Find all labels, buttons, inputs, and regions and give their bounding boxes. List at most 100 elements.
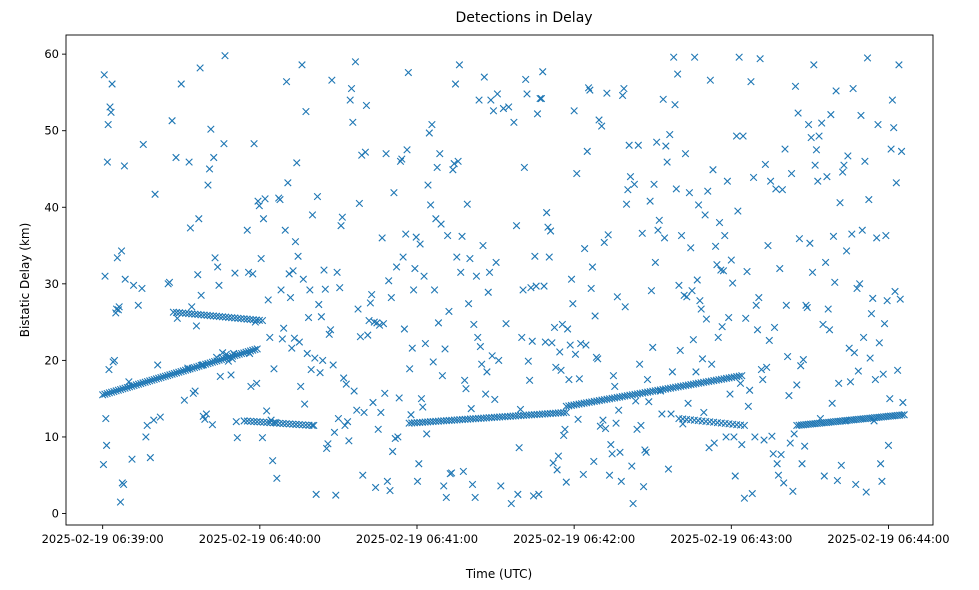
data-point xyxy=(311,354,319,362)
data-point xyxy=(732,132,741,140)
data-point xyxy=(745,386,754,394)
data-point xyxy=(645,398,653,406)
data-point xyxy=(288,344,296,352)
data-point xyxy=(228,355,237,363)
data-point xyxy=(835,379,843,388)
data-point xyxy=(279,419,287,428)
data-point xyxy=(570,107,578,115)
data-point xyxy=(430,286,439,294)
data-point xyxy=(625,141,633,149)
data-point xyxy=(869,294,877,303)
data-point xyxy=(295,420,303,429)
data-point xyxy=(281,226,289,234)
data-point xyxy=(385,277,393,285)
data-point xyxy=(146,453,155,462)
data-point xyxy=(361,148,370,156)
data-point xyxy=(832,87,840,95)
data-point xyxy=(535,490,543,499)
data-point xyxy=(642,448,650,456)
data-point xyxy=(157,373,165,382)
data-point xyxy=(330,428,339,437)
data-point xyxy=(487,96,495,104)
data-point xyxy=(641,446,649,454)
data-point xyxy=(817,119,826,127)
data-point xyxy=(442,493,451,502)
data-point xyxy=(786,439,794,447)
data-point xyxy=(769,450,777,458)
data-point xyxy=(180,396,189,404)
data-point xyxy=(825,326,834,334)
data-point xyxy=(407,411,415,419)
data-point xyxy=(566,341,574,349)
data-point xyxy=(117,247,126,255)
data-point xyxy=(837,461,846,469)
data-point xyxy=(316,368,324,377)
data-point xyxy=(193,363,201,371)
data-point xyxy=(481,390,490,398)
data-point xyxy=(891,287,899,296)
y-tick-label: 10 xyxy=(44,430,59,444)
data-point xyxy=(360,408,368,417)
data-point xyxy=(756,55,764,63)
data-point xyxy=(154,374,163,382)
data-point xyxy=(240,315,248,323)
data-point xyxy=(379,319,388,328)
data-point xyxy=(700,408,708,417)
data-point xyxy=(252,316,260,324)
data-point xyxy=(726,390,734,398)
data-point xyxy=(802,301,810,309)
x-tick-label: 2025-02-19 06:40:00 xyxy=(199,532,321,546)
data-point xyxy=(116,498,125,506)
data-point xyxy=(103,158,112,166)
data-point xyxy=(565,375,573,384)
data-point xyxy=(800,442,809,450)
data-point xyxy=(195,215,203,223)
data-point xyxy=(898,411,906,419)
data-point xyxy=(308,421,316,430)
data-point xyxy=(258,316,267,325)
data-point xyxy=(735,53,743,61)
data-point xyxy=(460,376,469,384)
data-point xyxy=(698,355,707,363)
data-point xyxy=(672,185,680,193)
data-point xyxy=(227,371,235,379)
data-point xyxy=(416,240,424,248)
data-point xyxy=(262,407,271,415)
data-point xyxy=(264,296,272,304)
data-point xyxy=(337,221,345,230)
data-point xyxy=(371,483,380,492)
data-point xyxy=(98,391,107,399)
data-point xyxy=(609,372,618,380)
data-point xyxy=(795,234,804,243)
data-point xyxy=(502,319,510,328)
data-point xyxy=(325,330,333,339)
data-point xyxy=(369,398,377,407)
data-point xyxy=(170,369,179,378)
data-point xyxy=(449,166,457,174)
data-point xyxy=(417,394,426,403)
data-point xyxy=(289,267,297,275)
y-tick-label: 40 xyxy=(44,200,59,214)
data-point xyxy=(253,345,261,353)
data-point xyxy=(883,296,891,305)
data-point xyxy=(872,234,881,242)
data-point xyxy=(386,486,394,495)
data-point xyxy=(179,367,187,375)
data-point xyxy=(402,230,410,238)
data-point xyxy=(725,313,733,322)
data-point xyxy=(268,456,277,465)
data-point xyxy=(762,363,771,371)
data-point xyxy=(630,180,639,188)
data-point xyxy=(355,199,364,208)
data-point xyxy=(438,372,447,380)
data-point xyxy=(350,387,358,395)
data-point xyxy=(121,275,129,283)
data-point xyxy=(290,334,299,342)
data-point xyxy=(310,421,318,430)
data-point xyxy=(814,177,822,185)
data-point xyxy=(820,472,828,480)
data-point xyxy=(692,368,700,376)
x-tick-label: 2025-02-19 06:43:00 xyxy=(670,532,792,546)
data-point xyxy=(246,315,254,324)
data-point xyxy=(237,314,245,323)
